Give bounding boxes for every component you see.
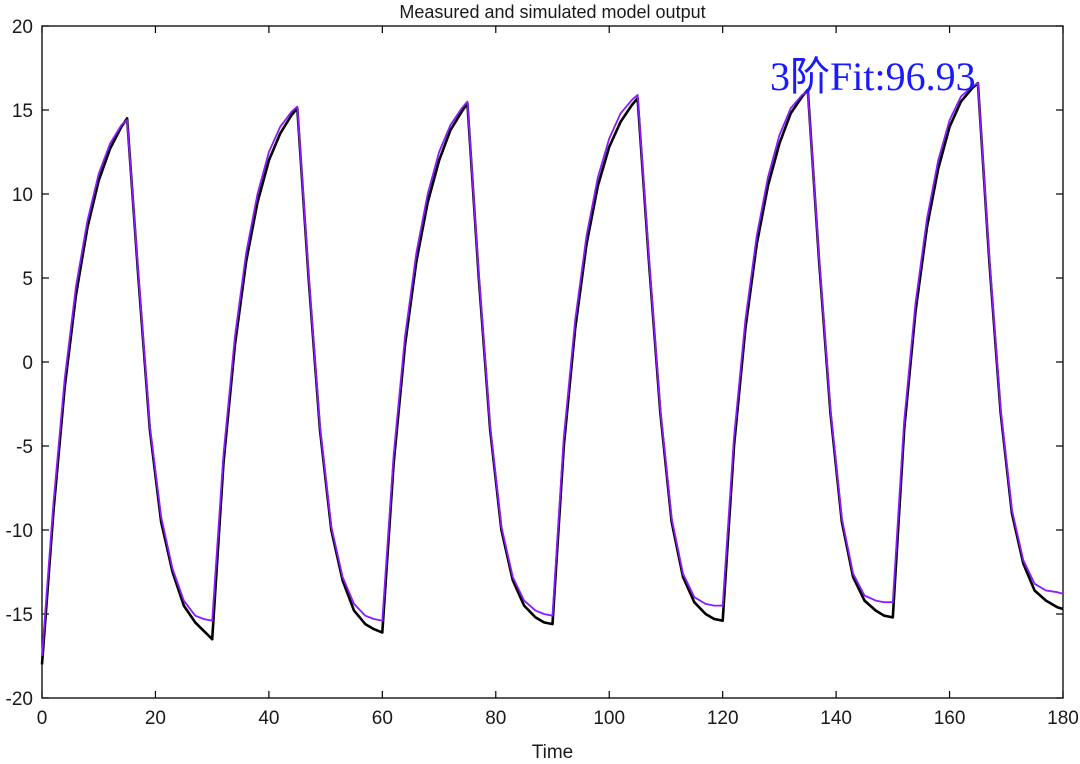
x-tick-label: 120 <box>707 708 739 729</box>
y-tick-label: 0 <box>22 353 33 374</box>
x-tick-label: 60 <box>372 708 393 729</box>
x-tick-label: 40 <box>258 708 279 729</box>
x-tick-label: 180 <box>1047 708 1079 729</box>
y-tick-label: 5 <box>22 269 33 290</box>
x-tick-label: 0 <box>37 708 48 729</box>
y-tick-label: -20 <box>6 689 33 710</box>
x-tick-label: 20 <box>145 708 166 729</box>
x-axis-title: Time <box>532 742 574 763</box>
y-tick-label: -5 <box>16 437 33 458</box>
y-tick-label: 10 <box>12 185 33 206</box>
x-tick-label: 80 <box>485 708 506 729</box>
y-tick-label: -10 <box>6 521 33 542</box>
measured-output-line <box>40 81 1064 665</box>
y-tick-label: 20 <box>12 17 33 38</box>
x-tick-label: 100 <box>593 708 625 729</box>
x-tick-label: 140 <box>820 708 852 729</box>
y-tick-label: 15 <box>12 101 33 122</box>
chart-title: Measured and simulated model output <box>399 2 705 22</box>
y-tick-label: -15 <box>6 605 33 626</box>
x-tick-label: 160 <box>934 708 966 729</box>
fit-annotation: 3阶Fit:96.93 <box>770 54 976 99</box>
plot-area <box>41 25 1064 699</box>
simulated-output-line <box>41 82 1064 657</box>
